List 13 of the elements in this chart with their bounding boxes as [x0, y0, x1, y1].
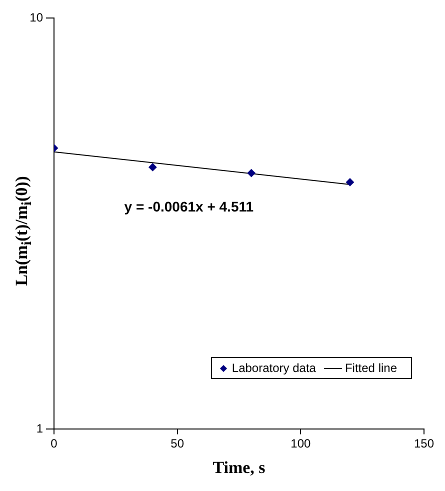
x-tick-label: 100 — [290, 436, 311, 451]
point — [346, 178, 354, 186]
x-tick-label: 50 — [170, 436, 184, 451]
legend-label: Laboratory data — [232, 361, 316, 376]
point — [148, 163, 157, 172]
x-axis-title: Time, s — [212, 458, 266, 478]
y-tick-label: 1 — [36, 422, 44, 436]
y-tick-label: 10 — [30, 10, 44, 25]
x-tick-label: 0 — [50, 436, 58, 451]
annotation: y = -0.0061x + 4.511 — [124, 198, 254, 214]
legend-label: Fitted line — [344, 361, 397, 376]
point — [247, 169, 256, 178]
x-tick-label: 150 — [414, 436, 434, 451]
